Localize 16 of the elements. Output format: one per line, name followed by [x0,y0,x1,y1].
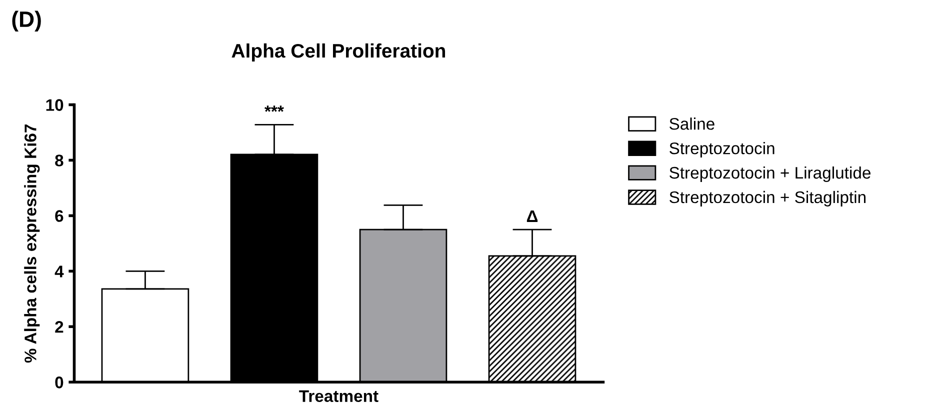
y-tick-label: 10 [46,99,64,111]
y-tick-label: 8 [55,154,64,166]
x-axis-title: Treatment [299,390,378,402]
text: (D) [12,10,41,32]
y-tick-label: 4 [54,266,64,278]
y-tick-label: 2 [55,321,64,333]
legend-label: Saline [670,118,714,130]
chart-title: Alpha Cell Proliferation [232,43,446,62]
annotation: *** [264,106,284,112]
y-axis-title: % Alpha cells expressing Ki67 [24,124,40,363]
y-tick-label: 0 [55,376,64,388]
legend-label: Streptozotocin + Liraglutide [670,166,870,182]
annotation: Δ [526,210,538,222]
legend-label: Streptozotocin [670,142,774,158]
y-tick-label: 6 [55,210,64,222]
legend-label: Streptozotocin + Sitagliptin [670,190,866,206]
